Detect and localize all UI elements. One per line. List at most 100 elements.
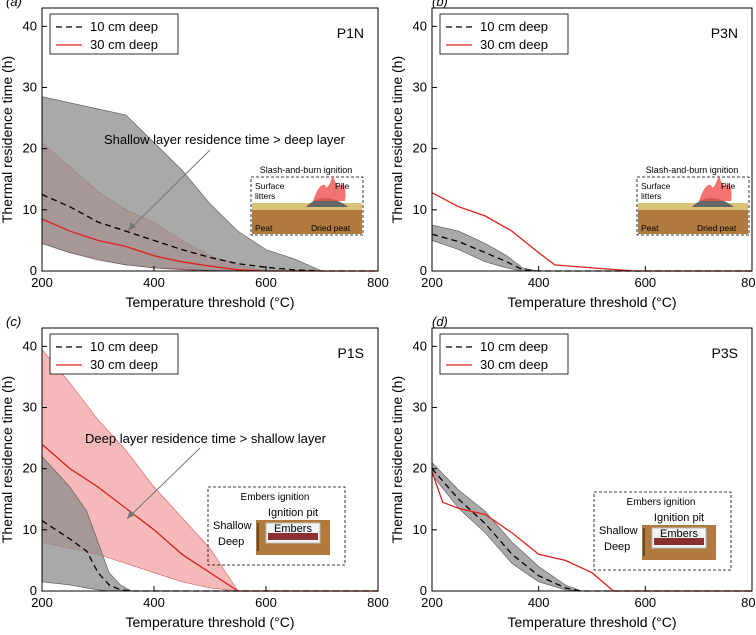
panel-label: (b) bbox=[432, 0, 448, 9]
line-30cm bbox=[431, 471, 752, 592]
y-tick-label: 10 bbox=[413, 522, 427, 537]
y-tick-label: 20 bbox=[413, 141, 427, 156]
y-tick-label: 10 bbox=[23, 202, 37, 217]
legend: 10 cm deep 30 cm deep bbox=[439, 333, 569, 375]
inset-label: Peat bbox=[255, 223, 273, 233]
inset-title: Slash-and-burn ignition bbox=[646, 165, 739, 175]
y-tick-label: 20 bbox=[23, 141, 37, 156]
y-tick-label: 0 bbox=[30, 583, 37, 598]
axes-frame bbox=[431, 7, 753, 272]
legend: 10 cm deep 30 cm deep bbox=[49, 333, 179, 375]
panel-label: (c) bbox=[6, 314, 21, 329]
x-axis-label: Temperature threshold (°C) bbox=[126, 614, 295, 630]
inset-label: Deep bbox=[604, 541, 630, 553]
x-tick-label: 200 bbox=[421, 595, 443, 610]
y-axis-label: Thermal residence time (h) bbox=[389, 56, 405, 223]
line-30cm bbox=[41, 218, 378, 272]
line-10cm bbox=[41, 193, 378, 272]
inset-label: Dried peat bbox=[311, 223, 351, 233]
arrow-head bbox=[127, 510, 135, 519]
arrow-head bbox=[128, 222, 136, 231]
panel-P3N: 200 400 600 800 0 10 20 30 40 Temperature thresho… bbox=[389, 0, 756, 310]
x-tick-label: 800 bbox=[367, 275, 389, 290]
legend-entry: 10 cm deep bbox=[480, 19, 548, 34]
axes-frame bbox=[41, 7, 379, 272]
inset-label: Peat bbox=[641, 223, 659, 233]
annotation-arrow bbox=[127, 149, 211, 232]
panel-label: (d) bbox=[432, 314, 448, 329]
y-tick-label: 0 bbox=[420, 263, 427, 278]
site-label: P3N bbox=[711, 25, 738, 41]
inset-label: Shallow bbox=[599, 525, 638, 537]
panel-P3S: 200 400 600 800 0 10 20 30 40 Temperature thresho… bbox=[389, 314, 756, 630]
inset-label: Dried peat bbox=[697, 223, 737, 233]
x-tick-label: 600 bbox=[255, 275, 277, 290]
x-axis-label: Temperature threshold (°C) bbox=[508, 294, 677, 310]
y-tick-label: 0 bbox=[30, 263, 37, 278]
inset-label: Surface bbox=[255, 181, 285, 191]
line-30cm bbox=[431, 192, 752, 272]
x-tick-label: 800 bbox=[741, 595, 756, 610]
legend-entry: 30 cm deep bbox=[90, 37, 158, 52]
inset-label: Pile bbox=[721, 181, 735, 191]
annotation: Shallow layer residence time > deep laye… bbox=[104, 132, 346, 147]
inset-label: Ignition pit bbox=[654, 512, 704, 524]
legend-entry: 10 cm deep bbox=[90, 339, 158, 354]
x-tick-label: 200 bbox=[31, 595, 53, 610]
inset-diagram: Embers ignition Ignition pit Embers Shallow… bbox=[593, 491, 732, 571]
inset-label: litters bbox=[641, 191, 661, 201]
annotation: Deep layer residence time > shallow laye… bbox=[85, 431, 327, 446]
x-tick-label: 600 bbox=[634, 275, 656, 290]
panel-P1S: 200 400 600 800 0 10 20 30 40 Temperature thresho… bbox=[0, 314, 389, 630]
inset-label: Embers bbox=[660, 528, 698, 540]
y-tick-label: 30 bbox=[23, 80, 37, 95]
y-tick-label: 10 bbox=[413, 202, 427, 217]
inset-title: Embers ignition bbox=[627, 497, 696, 508]
x-tick-label: 400 bbox=[143, 595, 165, 610]
legend-entry: 30 cm deep bbox=[480, 37, 548, 52]
y-axis-label: Thermal residence time (h) bbox=[389, 376, 405, 543]
y-axis-label: Thermal residence time (h) bbox=[0, 376, 15, 543]
x-tick-label: 600 bbox=[255, 595, 277, 610]
annotation-arrow bbox=[126, 447, 201, 520]
site-label: P1S bbox=[338, 345, 364, 361]
x-axis-label: Temperature threshold (°C) bbox=[126, 294, 295, 310]
x-tick-label: 800 bbox=[741, 275, 756, 290]
inset-label: Surface bbox=[641, 181, 671, 191]
axes-frame bbox=[431, 327, 753, 592]
inset-label: Shallow bbox=[213, 520, 252, 532]
x-tick-label: 400 bbox=[143, 275, 165, 290]
x-tick-label: 200 bbox=[31, 275, 53, 290]
x-tick-label: 400 bbox=[528, 275, 550, 290]
y-tick-label: 30 bbox=[413, 80, 427, 95]
line-10cm bbox=[431, 468, 752, 592]
y-tick-label: 0 bbox=[420, 583, 427, 598]
x-tick-label: 200 bbox=[421, 275, 443, 290]
y-tick-label: 40 bbox=[413, 338, 427, 353]
y-tick-label: 10 bbox=[23, 522, 37, 537]
x-tick-label: 600 bbox=[634, 595, 656, 610]
site-label: P1N bbox=[337, 25, 364, 41]
inset-label: litters bbox=[255, 191, 275, 201]
x-axis-label: Temperature threshold (°C) bbox=[508, 614, 677, 630]
site-label: P3S bbox=[712, 345, 738, 361]
axes-frame bbox=[41, 327, 379, 592]
panel-label: (a) bbox=[6, 0, 22, 9]
inset-label: Ignition pit bbox=[268, 507, 318, 519]
y-tick-label: 40 bbox=[413, 18, 427, 33]
y-tick-label: 40 bbox=[23, 18, 37, 33]
y-axis-label: Thermal residence time (h) bbox=[0, 56, 15, 223]
x-tick-label: 800 bbox=[367, 595, 389, 610]
y-tick-label: 20 bbox=[413, 461, 427, 476]
legend: 10 cm deep 30 cm deep bbox=[49, 13, 179, 55]
legend-entry: 10 cm deep bbox=[90, 19, 158, 34]
panel-P1N: 200 400 600 800 0 10 20 30 40 Temperature thresho… bbox=[0, 0, 389, 310]
inset-title: Slash-and-burn ignition bbox=[260, 165, 353, 175]
y-tick-label: 40 bbox=[23, 338, 37, 353]
legend-entry: 10 cm deep bbox=[480, 339, 548, 354]
y-tick-label: 30 bbox=[23, 400, 37, 415]
inset-label: Deep bbox=[218, 536, 244, 548]
